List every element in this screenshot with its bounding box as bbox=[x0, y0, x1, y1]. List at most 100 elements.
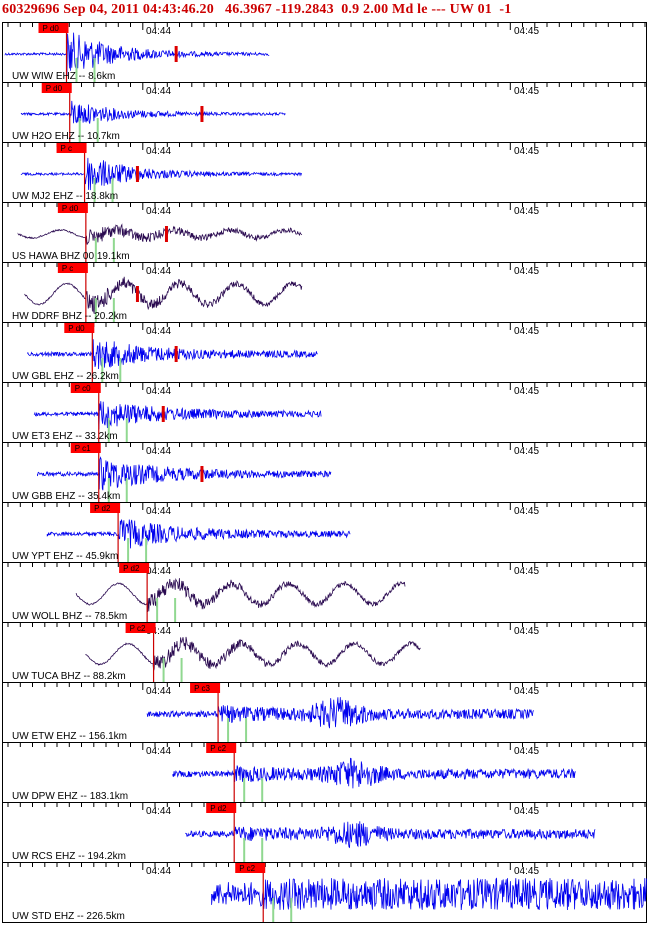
pick-label-box bbox=[190, 683, 221, 693]
trace-panel: 04:44 04:45 P c HW DDRF BHZ -- 20.2km bbox=[2, 262, 647, 323]
pick-label: P c3 bbox=[194, 684, 210, 693]
time-label: 04:45 bbox=[514, 866, 539, 877]
time-label: 04:45 bbox=[514, 86, 539, 97]
time-ticks bbox=[7, 743, 646, 750]
time-label: 04:44 bbox=[146, 26, 171, 37]
pick-label-box bbox=[64, 323, 95, 333]
time-label: 04:44 bbox=[146, 446, 171, 457]
pick-label: P c bbox=[61, 144, 72, 153]
waveform-trace bbox=[75, 577, 406, 613]
time-ticks bbox=[7, 143, 646, 150]
time-label: 04:45 bbox=[514, 506, 539, 517]
trace-panel: 04:44 04:45 P d2 UW WOLL BHZ -- 78.5km bbox=[2, 562, 647, 623]
time-ticks bbox=[7, 203, 646, 210]
pick-label: P c1 bbox=[75, 444, 91, 453]
waveform-trace bbox=[85, 636, 421, 671]
coda-marker bbox=[174, 46, 178, 62]
time-label: 04:45 bbox=[514, 686, 539, 697]
pick-label-box bbox=[119, 563, 150, 573]
time-ticks bbox=[7, 443, 646, 450]
pick-label: P c2 bbox=[210, 744, 226, 753]
pick-label-box bbox=[206, 803, 237, 813]
station-label: UW GBB EHZ -- 35.4km bbox=[12, 491, 120, 502]
time-ticks bbox=[7, 683, 646, 690]
pick-label-box bbox=[38, 23, 69, 33]
coda-marker bbox=[161, 406, 165, 422]
time-label: 04:44 bbox=[146, 146, 171, 157]
waveform-trace bbox=[4, 32, 270, 76]
trace-panel: 04:44 04:45 P d0 US HAWA BHZ 00 19.1km bbox=[2, 202, 647, 263]
time-ticks bbox=[7, 563, 646, 570]
time-label: 04:44 bbox=[146, 266, 171, 277]
station-label: HW DDRF BHZ -- 20.2km bbox=[12, 311, 127, 322]
time-label: 04:45 bbox=[514, 206, 539, 217]
pick-label-box bbox=[206, 743, 237, 753]
time-ticks bbox=[7, 503, 646, 510]
time-label: 04:44 bbox=[146, 566, 171, 577]
pick-label-box bbox=[235, 863, 266, 873]
station-label: UW H2O EHZ -- 10.7km bbox=[12, 131, 120, 142]
time-label: 04:45 bbox=[514, 146, 539, 157]
time-label: 04:45 bbox=[514, 326, 539, 337]
trace-panel: 04:44 04:45 P d0 UW GBL EHZ -- 26.2km bbox=[2, 322, 647, 383]
pick-label: P d2 bbox=[123, 564, 140, 573]
pick-label-box bbox=[57, 203, 88, 213]
time-label: 04:44 bbox=[146, 86, 171, 97]
coda-marker bbox=[135, 166, 139, 182]
waveform-trace bbox=[17, 223, 303, 245]
pick-label: P d2 bbox=[210, 804, 227, 813]
coda-marker bbox=[135, 286, 139, 302]
trace-panel: 04:44 04:45 P c3 UW ETW EHZ -- 156.1km bbox=[2, 682, 647, 743]
waveform-trace bbox=[37, 456, 332, 491]
station-label: UW WIW EHZ -- 8.6km bbox=[12, 71, 115, 82]
station-label: US HAWA BHZ 00 19.1km bbox=[12, 251, 130, 262]
station-label: UW DPW EHZ -- 183.1km bbox=[12, 791, 128, 802]
waveform-trace bbox=[146, 697, 534, 729]
panel-border bbox=[2, 862, 647, 923]
waveform-trace bbox=[24, 276, 303, 314]
time-label: 04:45 bbox=[514, 26, 539, 37]
time-ticks bbox=[7, 323, 646, 330]
station-label: UW ET3 EHZ -- 33.2km bbox=[12, 431, 118, 442]
trace-panel: 04:44 04:45 P c2 UW DPW EHZ -- 183.1km bbox=[2, 742, 647, 803]
time-ticks bbox=[7, 623, 646, 630]
time-label: 04:45 bbox=[514, 386, 539, 397]
coda-marker bbox=[164, 226, 168, 242]
time-label: 04:44 bbox=[146, 326, 171, 337]
pick-label: P d0 bbox=[62, 204, 79, 213]
time-label: 04:44 bbox=[146, 746, 171, 757]
trace-panel: 04:44 04:45 P c2 UW STD EHZ -- 226.5km bbox=[2, 862, 647, 923]
time-ticks bbox=[7, 863, 646, 870]
coda-marker bbox=[200, 466, 204, 482]
waveform-trace bbox=[172, 757, 576, 789]
station-label: UW WOLL BHZ -- 78.5km bbox=[12, 611, 127, 622]
time-label: 04:44 bbox=[146, 626, 171, 637]
pick-label-box bbox=[70, 383, 101, 393]
waveform-trace bbox=[211, 877, 647, 911]
station-label: UW TUCA BHZ -- 88.2km bbox=[12, 671, 126, 682]
waveform-trace bbox=[33, 401, 322, 430]
time-label: 04:44 bbox=[146, 506, 171, 517]
time-ticks bbox=[7, 83, 646, 90]
pick-label: P d0 bbox=[46, 84, 63, 93]
time-label: 04:45 bbox=[514, 746, 539, 757]
pick-label-box bbox=[70, 443, 101, 453]
time-label: 04:45 bbox=[514, 806, 539, 817]
waveform-trace bbox=[27, 339, 318, 370]
pick-label: P d0 bbox=[43, 24, 60, 33]
waveform-trace bbox=[46, 519, 351, 549]
time-label: 04:44 bbox=[146, 866, 171, 877]
pick-label-box bbox=[90, 503, 121, 513]
pick-label-box bbox=[56, 143, 87, 153]
waveform-trace bbox=[20, 100, 286, 124]
time-label: 04:45 bbox=[514, 566, 539, 577]
station-label: UW ETW EHZ -- 156.1km bbox=[12, 731, 127, 742]
pick-label: P c0 bbox=[75, 384, 91, 393]
trace-panel: 04:44 04:45 P c2 UW TUCA BHZ -- 88.2km bbox=[2, 622, 647, 683]
trace-panel: 04:44 04:45 P d2 UW RCS EHZ -- 194.2km bbox=[2, 802, 647, 863]
coda-marker bbox=[174, 346, 178, 362]
time-label: 04:44 bbox=[146, 386, 171, 397]
pick-label-box bbox=[125, 623, 156, 633]
event-summary-text: 60329696 Sep 04, 2011 04:43:46.20 46.396… bbox=[2, 2, 512, 17]
